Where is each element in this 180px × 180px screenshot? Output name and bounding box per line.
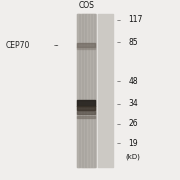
Text: 117: 117: [129, 15, 143, 24]
Text: 48: 48: [129, 76, 138, 86]
Text: COS: COS: [78, 1, 94, 10]
Text: --: --: [117, 17, 122, 23]
Text: --: --: [117, 140, 122, 146]
Text: 34: 34: [129, 99, 138, 108]
Text: 19: 19: [129, 139, 138, 148]
Text: --: --: [117, 39, 122, 46]
Text: (kD): (kD): [125, 153, 140, 160]
Text: --: --: [117, 78, 122, 84]
Text: 26: 26: [129, 120, 138, 129]
Text: 85: 85: [129, 38, 138, 47]
Text: CEP70: CEP70: [5, 41, 30, 50]
Text: --: --: [117, 121, 122, 127]
Text: --: --: [54, 41, 60, 50]
Text: --: --: [117, 101, 122, 107]
